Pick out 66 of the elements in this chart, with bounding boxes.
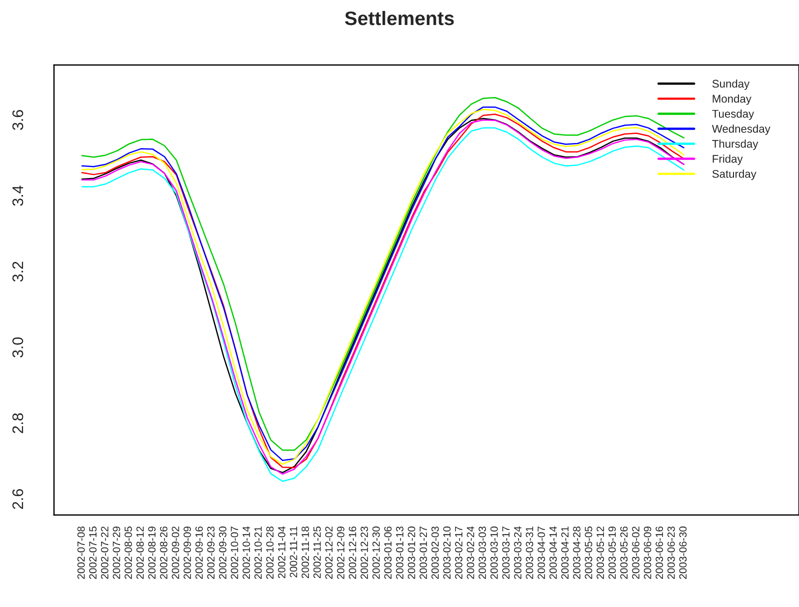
- x-tick-label: 2003-02-24: [466, 526, 474, 579]
- x-tick-label: 2002-12-02: [325, 526, 333, 579]
- x-tick-label: 2003-04-14: [549, 526, 557, 579]
- x-tick-label: 2002-10-14: [242, 526, 250, 579]
- x-tick-label: 2002-08-19: [148, 526, 156, 579]
- x-tick-label: 2002-12-16: [348, 526, 356, 579]
- x-tick-label: 2002-12-30: [372, 526, 380, 579]
- x-tick-label: 2003-03-24: [514, 526, 522, 579]
- x-tick-label: 2002-07-15: [89, 526, 97, 579]
- legend-label: Saturday: [712, 170, 756, 180]
- x-tick-label: 2003-03-10: [490, 526, 498, 579]
- x-tick-label: 2002-09-30: [219, 526, 226, 579]
- x-tick-label: 2003-04-21: [561, 526, 569, 579]
- y-tick-label: 2.6: [12, 489, 24, 509]
- x-tick-label: 2002-09-02: [172, 526, 180, 579]
- x-tick-label: 2002-07-22: [100, 526, 108, 579]
- x-tick-label: 2003-05-26: [620, 526, 628, 579]
- x-tick-label: 2002-11-25: [313, 526, 321, 578]
- y-tick-label: 3.6: [12, 110, 24, 130]
- x-tick-label: 2003-02-17: [455, 526, 462, 579]
- x-tick-label: 2002-12-23: [360, 526, 368, 579]
- x-tick-label: 2003-04-28: [573, 526, 580, 579]
- x-tick-label: 2002-11-18: [302, 526, 309, 578]
- x-tick-label: 2002-09-09: [184, 526, 191, 579]
- legend-label: Friday: [712, 154, 743, 165]
- x-tick-label: 2002-10-28: [266, 526, 274, 579]
- x-tick-label: 2003-06-09: [644, 526, 652, 579]
- legend-label: Tuesday: [712, 110, 754, 120]
- x-tick-label: 2002-07-08: [77, 526, 85, 579]
- x-tick-label: 2002-09-16: [195, 526, 203, 579]
- x-tick-label: 2003-03-17: [502, 526, 510, 579]
- x-tick-label: 2003-02-10: [443, 526, 451, 579]
- legend-label: Monday: [712, 94, 752, 105]
- x-tick-label: 2002-11-04: [278, 526, 286, 578]
- x-tick-label: 2003-01-06: [384, 526, 392, 579]
- x-tick-label: 2003-01-20: [408, 526, 416, 579]
- x-tick-label: 2002-12-09: [337, 526, 344, 579]
- x-tick-label: 2003-06-30: [679, 526, 687, 579]
- x-tick-label: 2003-01-27: [420, 526, 427, 579]
- chart-title: Settlements: [344, 10, 454, 26]
- x-tick-label: 2002-10-07: [230, 526, 238, 579]
- y-tick-label: 3.4: [12, 186, 24, 206]
- legend-label: Thursday: [712, 140, 758, 150]
- y-tick-label: 2.8: [12, 413, 24, 434]
- legend-label: Sunday: [712, 80, 750, 90]
- x-tick-label: 2002-08-26: [160, 526, 168, 579]
- y-tick-label: 3.0: [12, 337, 24, 358]
- x-tick-label: 2002-08-05: [124, 526, 132, 579]
- x-tick-label: 2003-02-03: [431, 526, 439, 579]
- x-tick-label: 2003-04-07: [538, 526, 546, 579]
- x-tick-label: 2003-03-31: [526, 526, 534, 579]
- x-tick-label: 2003-01-13: [396, 526, 404, 579]
- x-tick-label: 2002-11-11: [290, 526, 298, 578]
- x-tick-label: 2003-03-03: [478, 526, 486, 579]
- x-tick-label: 2003-06-02: [632, 526, 640, 579]
- x-tick-label: 2003-05-05: [584, 526, 592, 579]
- x-tick-label: 2002-10-21: [254, 526, 262, 579]
- x-tick-label: 2003-06-16: [656, 526, 664, 579]
- x-tick-label: 2002-09-23: [207, 526, 215, 579]
- x-tick-label: 2003-06-23: [667, 526, 675, 579]
- x-tick-label: 2003-05-12: [596, 526, 604, 579]
- y-tick-label: 3.2: [12, 262, 24, 282]
- legend-label: Wednesday: [712, 124, 770, 135]
- x-tick-label: 2003-05-19: [608, 526, 616, 579]
- x-tick-label: 2002-08-12: [136, 526, 144, 579]
- x-tick-label: 2002-07-29: [112, 526, 120, 579]
